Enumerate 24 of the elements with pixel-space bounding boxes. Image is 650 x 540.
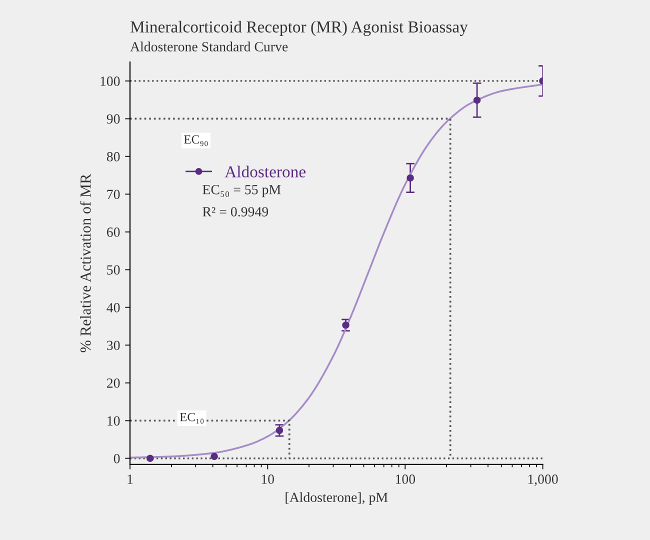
y-tick-label: 70 bbox=[107, 190, 120, 200]
annotation: EC₅₀ = 55 pM bbox=[202, 184, 281, 198]
chart-subtitle: Aldosterone Standard Curve bbox=[130, 42, 288, 52]
x-axis-title: [Aldosterone], pM bbox=[286, 492, 388, 505]
y-tick-label: 40 bbox=[106, 302, 120, 312]
y-tick-label: 30 bbox=[107, 340, 120, 350]
legend-label: Aldosterone bbox=[224, 166, 306, 178]
y-tick-label: 80 bbox=[106, 152, 120, 162]
annotation: EC₉₀ bbox=[184, 135, 208, 146]
y-tick-label: 100 bbox=[100, 76, 120, 86]
x-tick-label: 10 bbox=[262, 474, 274, 484]
y-tick-label: 50 bbox=[107, 265, 120, 275]
y-axis-title: % Relative Activation of MR bbox=[80, 174, 91, 352]
y-tick-label: 10 bbox=[108, 416, 120, 426]
y-tick-label: 90 bbox=[106, 114, 120, 124]
y-tick-label: 60 bbox=[106, 228, 120, 237]
x-tick-label: 1 bbox=[128, 474, 133, 484]
x-tick-label: 1,000 bbox=[528, 474, 558, 486]
annotation: EC₁₀ bbox=[180, 412, 204, 424]
y-tick-label: 20 bbox=[107, 378, 120, 388]
annotation: R² = 0.9949 bbox=[202, 207, 268, 216]
y-tick-label: 0 bbox=[114, 454, 120, 464]
x-tick-label: 100 bbox=[396, 474, 416, 484]
chart-title: Mineralcorticoid Receptor (MR) Agonist Bioassay bbox=[130, 20, 468, 36]
